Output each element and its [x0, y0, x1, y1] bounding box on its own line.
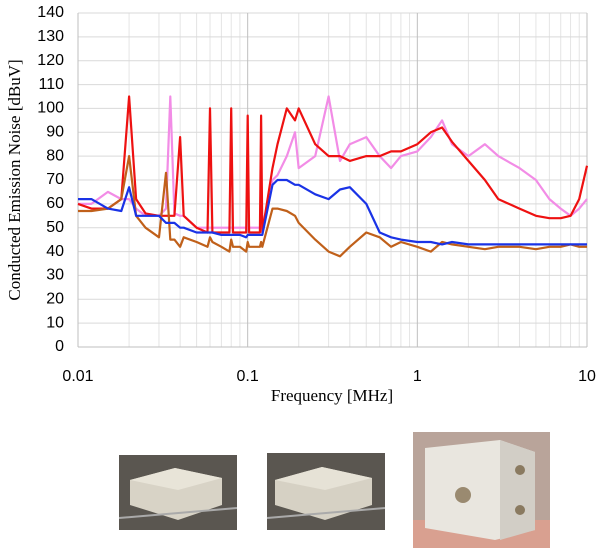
y-axis-label: Conducted Emission Noise [dBuV]: [5, 59, 24, 300]
x-axis-label: Frequency [MHz]: [271, 386, 393, 405]
x-tick-label: 0.01: [62, 368, 93, 385]
photo: [413, 432, 550, 548]
x-tick-label: 10: [578, 368, 596, 385]
photo: [266, 453, 386, 530]
series-line: [77, 95, 589, 234]
y-tick-label: 30: [46, 267, 64, 284]
photo: [118, 455, 238, 530]
y-tick-label: 140: [37, 4, 64, 21]
y-tick-label: 90: [46, 124, 64, 141]
x-tick-label: 1: [413, 368, 422, 385]
y-tick-label: 10: [46, 314, 64, 331]
series-line: [78, 155, 587, 258]
series-line: [78, 178, 587, 246]
y-tick-label: 70: [46, 171, 64, 188]
y-tick-label: 0: [55, 338, 64, 355]
y-tick-label: 50: [46, 219, 64, 236]
y-tick-label: 130: [37, 28, 64, 45]
y-tick-label: 110: [38, 76, 64, 93]
series-line: [78, 95, 588, 229]
y-tick-label: 60: [46, 195, 64, 212]
y-tick-label: 80: [46, 147, 64, 164]
x-tick-label: 0.1: [237, 368, 259, 385]
y-tick-label: 120: [37, 52, 64, 69]
y-tick-label: 40: [46, 243, 64, 260]
y-tick-label: 100: [37, 100, 64, 117]
y-tick-label: 20: [46, 291, 64, 308]
